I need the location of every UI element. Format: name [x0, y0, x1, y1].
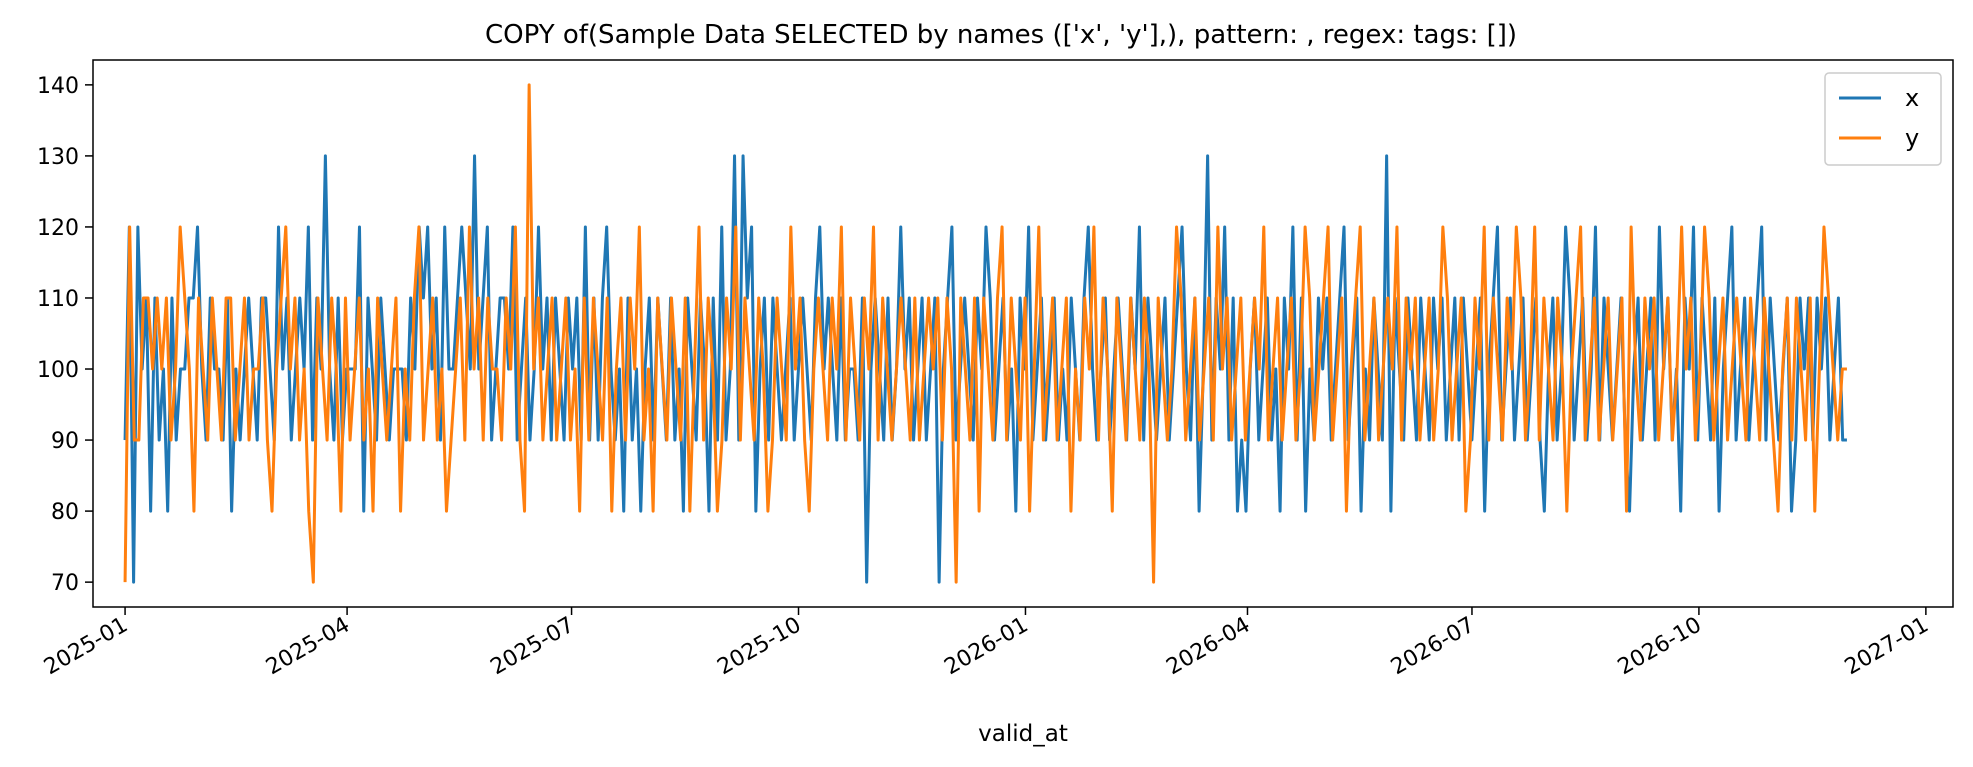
- y-tick-label: 70: [51, 571, 79, 596]
- y-tick-label: 120: [37, 216, 79, 241]
- series-layer: [123, 83, 1847, 584]
- series-line-x: [123, 154, 1847, 584]
- legend-label-y: y: [1905, 124, 1919, 152]
- y-tick-label: 80: [51, 500, 79, 525]
- y-axis: 70 80 90 100 110 120 130 140: [37, 74, 93, 596]
- x-axis-label: valid_at: [978, 721, 1068, 747]
- series-line-y: [123, 83, 1847, 584]
- y-tick-label: 110: [37, 287, 79, 312]
- y-tick-label: 140: [37, 74, 79, 99]
- legend: xy: [1824, 72, 1942, 166]
- legend-box: [1824, 72, 1942, 166]
- y-tick-label: 130: [37, 145, 79, 170]
- y-tick-label: 100: [37, 358, 79, 383]
- legend-label-x: x: [1905, 84, 1919, 112]
- chart-title: COPY of(Sample Data SELECTED by names ([…: [485, 20, 1517, 50]
- y-tick-label: 90: [51, 429, 79, 454]
- plot-frame: [92, 59, 1954, 608]
